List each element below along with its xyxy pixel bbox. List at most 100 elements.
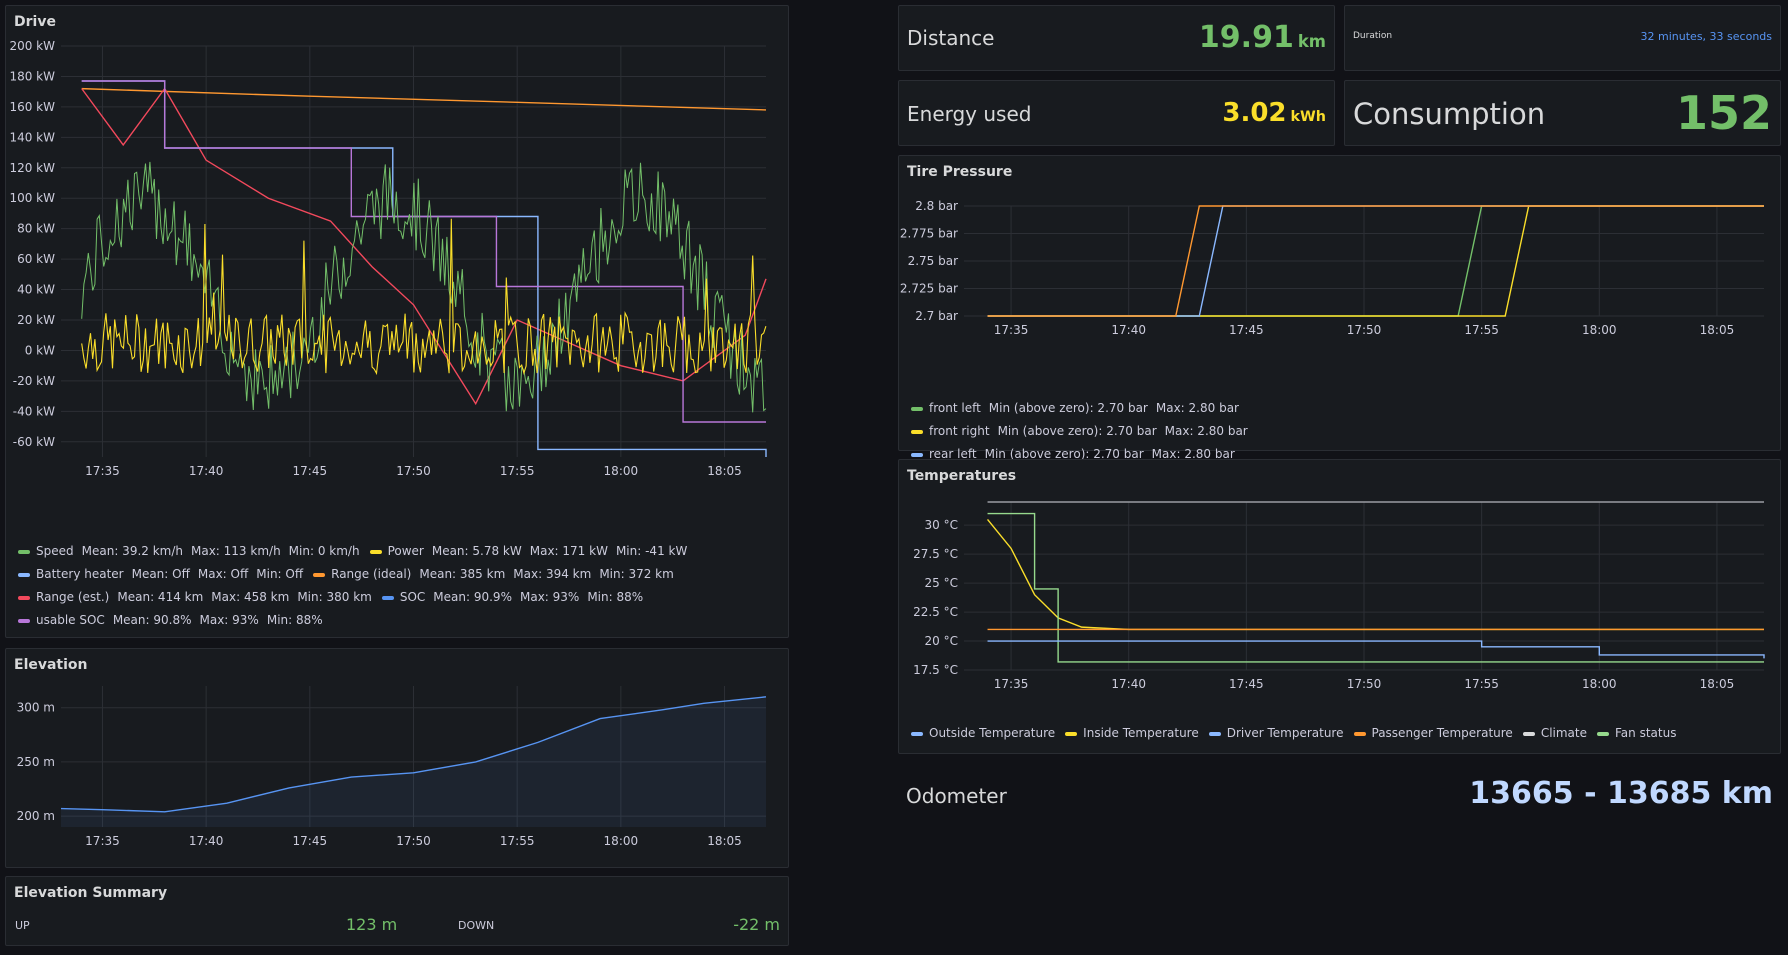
legend-stat: Max: 171 kW	[529, 544, 608, 558]
legend-item[interactable]: Power Mean: 5.78 kW Max: 171 kW Min: -41 kW	[369, 540, 688, 563]
legend-stat: Min: -41 kW	[615, 544, 688, 558]
y-tick-label: -40 kW	[13, 404, 55, 418]
tire-pressure-panel: Tire Pressure 2.8 bar 2.775 bar 2.75 bar 2.…	[898, 155, 1781, 484]
legend-stat: Mean: Off	[131, 567, 190, 581]
y-tick-label: 0 kW	[25, 343, 55, 357]
legend-swatch	[911, 406, 923, 411]
series-fan-status	[987, 512, 1764, 663]
y-tick-label: 80 kW	[17, 222, 55, 236]
legend-stat: Max: 458 km	[211, 590, 290, 604]
legend-stat: Max: 394 km	[513, 567, 592, 581]
legend-item[interactable]: SOC Mean: 90.9% Max: 93% Min: 88%	[381, 586, 643, 609]
x-tick-label: 17:50	[396, 464, 431, 478]
legend-swatch	[18, 549, 30, 554]
legend-label: Power	[387, 544, 424, 558]
series-rear-right	[987, 205, 1764, 317]
legend-item[interactable]: front right Min (above zero): 2.70 bar Max…	[911, 420, 1248, 443]
legend-stat: Max: 2.80 bar	[1164, 424, 1248, 438]
y-tick-label: 180 kW	[9, 69, 55, 83]
consumption-panel: Consumption 152	[1344, 80, 1781, 146]
legend-swatch	[18, 618, 30, 623]
legend-label: SOC	[399, 590, 426, 604]
legend-item[interactable]: Outside Temperature	[911, 722, 1055, 745]
legend-item[interactable]: front left Min (above zero): 2.70 bar Max:…	[911, 397, 1239, 420]
legend-stat: Min (above zero): 2.70 bar	[988, 401, 1148, 415]
panel-title: Drive	[14, 14, 56, 30]
down-value: -22 m	[733, 915, 780, 934]
temperatures-chart[interactable]: 30 °C 27.5 °C 25 °C 22.5 °C 20 °C 17.5 °C 17:3…	[899, 490, 1779, 730]
y-tick-label: 60 kW	[17, 252, 55, 266]
distance-panel: Distance 19.91 km	[898, 5, 1335, 71]
odometer-value: 13665 - 13685 km	[1469, 776, 1773, 811]
x-tick-label: 17:35	[85, 834, 120, 848]
legend-stat: Min: 372 km	[599, 567, 674, 581]
y-tick-label: 40 kW	[17, 283, 55, 297]
legend-item[interactable]: Inside Temperature	[1065, 722, 1199, 745]
distance-number: 19.91	[1198, 20, 1294, 55]
x-tick-label: 17:35	[994, 677, 1029, 691]
y-tick-label: 20 kW	[17, 313, 55, 327]
x-tick-label: 17:55	[1464, 677, 1499, 691]
legend-swatch	[381, 595, 394, 600]
y-tick-label: 200 m	[17, 809, 55, 823]
legend-item[interactable]: Speed Mean: 39.2 km/h Max: 113 km/h Min: 0 …	[18, 540, 360, 563]
legend-stat: Max: 2.80 bar	[1155, 401, 1239, 415]
temp-legend: Outside Temperature Inside Temperature Dri…	[911, 722, 1771, 745]
legend-item[interactable]: usable SOC Mean: 90.8% Max: 93% Min: 88%	[18, 609, 323, 632]
legend-stat: Max: 93%	[199, 613, 259, 627]
y-tick-label: 200 kW	[9, 39, 55, 53]
legend-swatch	[911, 429, 923, 434]
x-tick-label: 17:40	[189, 464, 224, 478]
tire-pressure-chart[interactable]: 2.8 bar 2.775 bar 2.75 bar 2.725 bar 2.7 bar…	[899, 188, 1779, 403]
legend-stat: Min: 0 km/h	[288, 544, 360, 558]
x-tick-label: 17:50	[1347, 323, 1382, 337]
legend-item[interactable]: Climate	[1522, 722, 1587, 745]
y-tick-label: 2.7 bar	[915, 309, 958, 323]
y-tick-label: -20 kW	[13, 374, 55, 388]
consumption-value: 152	[1675, 86, 1772, 140]
legend-label: Battery heater	[36, 567, 124, 581]
y-tick-label: 100 kW	[9, 191, 55, 205]
y-tick-label: 30 °C	[925, 518, 958, 532]
legend-item[interactable]: Fan status	[1597, 722, 1676, 745]
duration-value: 32 minutes, 33 seconds	[1640, 30, 1772, 43]
series-inside-temperature	[986, 518, 1764, 631]
legend-item[interactable]: rear left Min (above zero): 2.70 bar Max: …	[911, 443, 1235, 466]
legend-item[interactable]: Battery heater Mean: Off Max: Off Min: Off	[18, 563, 303, 586]
legend-label: Outside Temperature	[929, 726, 1056, 740]
x-tick-label: 17:55	[1464, 323, 1499, 337]
legend-label: Range (est.)	[36, 590, 110, 604]
elevation-area	[61, 696, 766, 827]
legend-label: Speed	[36, 544, 74, 558]
legend-item[interactable]: Range (est.) Mean: 414 km Max: 458 km Min: …	[18, 586, 372, 609]
odometer-panel: Odometer 13665 - 13685 km	[898, 762, 1781, 828]
drive-chart[interactable]: 200 kW 180 kW 160 kW 140 kW 120 kW 100 kW 80 k…	[6, 36, 786, 566]
legend-swatch	[1065, 731, 1078, 736]
drive-legend: Speed Mean: 39.2 km/h Max: 113 km/h Min: 0 …	[18, 540, 778, 632]
legend-label: rear left	[929, 447, 977, 461]
legend-item[interactable]: Range (ideal) Mean: 385 km Max: 394 km Min:…	[313, 563, 674, 586]
legend-stat: Max: 113 km/h	[191, 544, 281, 558]
distance-value: 19.91 km	[1199, 20, 1326, 55]
x-tick-label: 17:55	[500, 834, 535, 848]
legend-stat: Mean: 414 km	[117, 590, 204, 604]
x-tick-label: 17:40	[1111, 323, 1146, 337]
elevation-summary-panel: Elevation Summary UP 123 m DOWN -22 m	[5, 876, 789, 946]
consumption-label: Consumption	[1353, 97, 1546, 131]
panel-title: Elevation	[14, 657, 88, 673]
x-tick-label: 18:05	[1700, 677, 1735, 691]
legend-swatch	[18, 595, 30, 600]
panel-title: Temperatures	[907, 468, 1017, 484]
series-range-est-	[81, 87, 767, 406]
series-power	[81, 218, 767, 376]
legend-swatch	[1208, 731, 1221, 736]
legend-label: Climate	[1540, 726, 1587, 740]
legend-swatch	[369, 549, 382, 554]
legend-label: Fan status	[1615, 726, 1677, 740]
x-tick-label: 17:45	[293, 464, 328, 478]
legend-item[interactable]: Driver Temperature	[1208, 722, 1344, 745]
legend-item[interactable]: Passenger Temperature	[1353, 722, 1513, 745]
up-label: UP	[15, 919, 30, 932]
y-tick-label: 22.5 °C	[913, 605, 958, 619]
elevation-chart[interactable]: 300 m 250 m 200 m 17:35 17:40 17:45 17:50 17:55…	[6, 681, 786, 866]
